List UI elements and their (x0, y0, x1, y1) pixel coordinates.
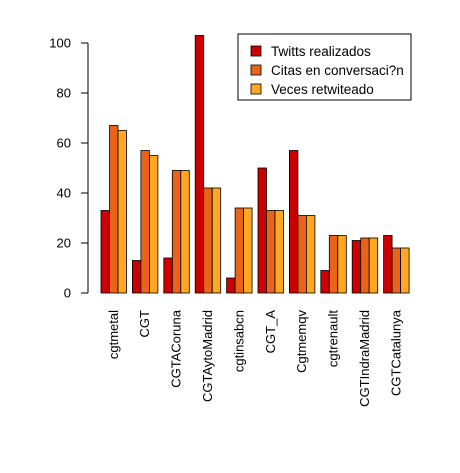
bar-2 (171, 170, 182, 294)
bar-3 (243, 207, 253, 294)
y-tick-label: 60 (57, 136, 71, 151)
category-label: CGTCatalunya (388, 309, 403, 396)
bar-2 (234, 207, 245, 294)
y-tick-label: 100 (49, 36, 71, 51)
legend-label: Veces retwiteado (271, 82, 374, 97)
y-tick-label: 40 (57, 186, 71, 201)
legend-swatch (250, 83, 262, 95)
legend-label: Citas en conversaci?n (271, 63, 404, 78)
bar-3 (117, 130, 127, 294)
category-label: CGT_A (263, 310, 278, 354)
bar-2 (140, 150, 150, 294)
y-tick-label: 20 (57, 236, 71, 251)
legend-swatch (250, 45, 262, 57)
bars (100, 35, 410, 294)
category-label: CGTIndraMadrid (357, 310, 372, 407)
bar-1 (257, 167, 267, 294)
category-label: Cgtmemqv (294, 310, 309, 373)
bar-2 (203, 187, 213, 294)
bar-1 (194, 35, 205, 294)
legend-box (237, 33, 412, 101)
bar-3 (211, 187, 222, 294)
bar-3 (148, 155, 159, 294)
category-label: CGTAytoMadrid (200, 310, 215, 402)
bar-2 (297, 215, 307, 294)
bar-1 (226, 277, 236, 294)
bar-2 (266, 210, 276, 294)
bar-1 (100, 210, 110, 294)
bar-1 (383, 235, 393, 294)
bar-1 (288, 150, 299, 294)
legend-label: Twitts realizados (271, 44, 371, 59)
bar-1 (351, 240, 362, 294)
legend: Twitts realizados Citas en conversaci?n Ve… (237, 33, 412, 101)
bar-1 (320, 270, 330, 294)
category-label: cgtrenault (326, 310, 341, 367)
bar-2 (328, 235, 339, 294)
bar-2 (360, 237, 370, 294)
y-tick-label: 0 (64, 286, 71, 301)
bar-2 (109, 125, 119, 294)
y-tick-label: 80 (57, 86, 71, 101)
bar-1 (163, 257, 173, 294)
bar-3 (180, 170, 190, 294)
y-axis: 0 20 40 60 80 100 (49, 36, 89, 301)
bar-3 (368, 237, 379, 294)
category-label: cgtmetal (106, 310, 121, 359)
bar-3 (337, 235, 347, 294)
category-label: CGT (137, 310, 152, 338)
category-label: CGTACoruna (169, 309, 184, 388)
bar-1 (131, 260, 142, 294)
bar-3 (400, 247, 410, 294)
category-label: cgtinsabcn (231, 310, 246, 372)
x-axis-labels: cgtmetal CGT CGTACoruna CGTAytoMadrid cgtins… (106, 309, 404, 407)
bar-3 (305, 215, 316, 294)
legend-swatch (250, 64, 262, 76)
bar-2 (391, 247, 402, 294)
bar-3 (274, 210, 284, 294)
